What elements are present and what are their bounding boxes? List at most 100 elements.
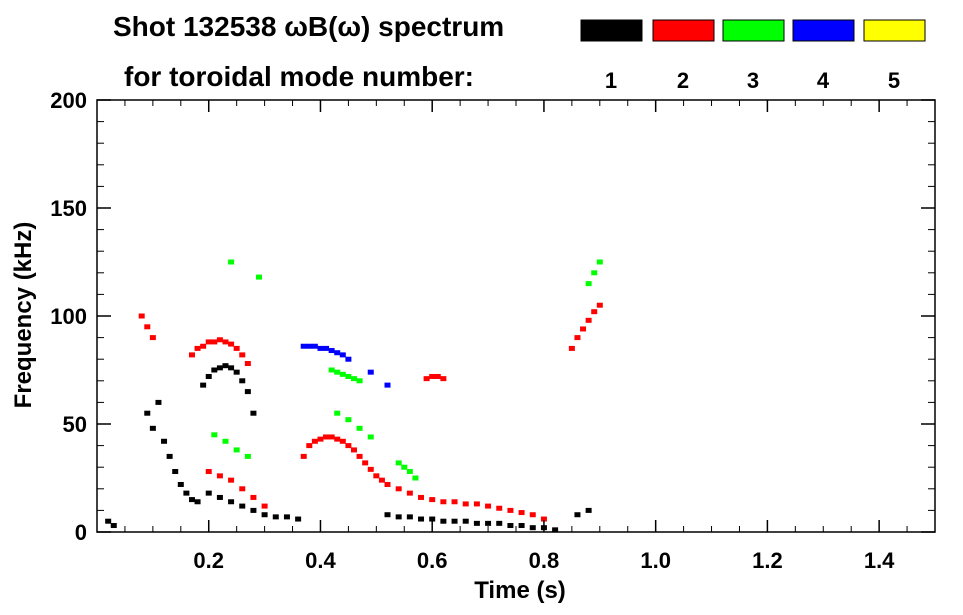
n=1-point-39 — [496, 520, 503, 526]
legend-swatch-2 — [652, 19, 715, 42]
legend-label-4: 4 — [817, 68, 830, 93]
legend-label-2: 2 — [677, 68, 689, 93]
n=1-point-13 — [216, 365, 223, 371]
n=2-point-59 — [596, 302, 603, 308]
n=2-point-23 — [317, 436, 324, 442]
n=1-point-22 — [228, 499, 235, 505]
n=1-point-4 — [166, 453, 173, 459]
n=2-point-38 — [418, 494, 425, 500]
n=1-point-21 — [216, 494, 223, 500]
n=2-point-17 — [239, 486, 246, 492]
n=1-point-3 — [161, 438, 168, 444]
n=1-point-23 — [239, 503, 246, 509]
n=2-point-56 — [580, 326, 587, 332]
n=2-point-35 — [384, 481, 391, 487]
n=3-point-11 — [345, 417, 352, 423]
n=1-point-6 — [177, 481, 184, 487]
n=1-point-17 — [239, 378, 246, 384]
n=2-point-8 — [216, 337, 223, 343]
n=1-point-29 — [384, 512, 391, 518]
n=4-point-0 — [300, 343, 307, 349]
x-tick-label: 1.2 — [752, 548, 783, 573]
y-tick-label: 200 — [50, 88, 87, 113]
n=2-point-21 — [306, 443, 313, 449]
n=1-point-44 — [552, 527, 559, 533]
plot-frame — [96, 99, 936, 533]
x-tick-label: 0.8 — [529, 548, 560, 573]
legend-swatch-1 — [580, 19, 643, 42]
n=3-point-9 — [356, 378, 363, 384]
n=2-point-39 — [429, 497, 436, 503]
n=3-point-1 — [222, 438, 229, 444]
n=1-point-26 — [272, 514, 279, 520]
n=4-point-2 — [311, 343, 318, 349]
legend: 1 2 3 4 5 — [580, 19, 926, 93]
n=3-point-2 — [233, 447, 240, 453]
n=1-point-9 — [194, 499, 201, 505]
n=2-point-47 — [518, 510, 525, 516]
n=1-point-31 — [406, 514, 413, 520]
n=2-point-45 — [496, 505, 503, 511]
n=2-point-27 — [339, 438, 346, 444]
n=2-point-41 — [451, 499, 458, 505]
n=2-point-24 — [323, 434, 330, 440]
n=3-point-19 — [591, 270, 598, 276]
n=2-point-20 — [300, 453, 307, 459]
n=3-point-12 — [356, 425, 363, 431]
n=1-point-5 — [172, 469, 179, 475]
n=4-point-8 — [345, 356, 352, 362]
n=1-point-34 — [440, 518, 447, 524]
n=2-point-30 — [356, 453, 363, 459]
legend-swatch-5 — [863, 19, 926, 42]
x-tick-label: 0.6 — [417, 548, 448, 573]
n=2-point-10 — [228, 341, 235, 347]
n=3-point-0 — [211, 432, 218, 438]
n=3-point-17 — [412, 475, 419, 481]
n=4-point-5 — [328, 348, 335, 354]
n=3-point-10 — [334, 410, 341, 416]
n=2-point-57 — [585, 317, 592, 323]
n=2-point-12 — [239, 352, 246, 358]
n=2-point-53 — [440, 376, 447, 382]
n=4-point-3 — [317, 345, 324, 351]
n=1-point-11 — [205, 373, 212, 379]
y-tick-label: 0 — [75, 520, 87, 545]
n=1-point-46 — [585, 507, 592, 513]
n=1-point-37 — [473, 520, 480, 526]
n=2-point-28 — [345, 443, 352, 449]
n=2-point-33 — [373, 473, 380, 479]
legend-label-1: 1 — [605, 68, 617, 93]
n=1-point-0 — [144, 410, 151, 416]
n=1-point-24 — [250, 507, 257, 513]
n=1-point-28 — [295, 516, 302, 522]
x-tick-label: 0.2 — [193, 548, 224, 573]
n=3-point-5 — [334, 369, 341, 375]
n=3-point-3 — [244, 453, 251, 459]
n=2-point-44 — [485, 503, 492, 509]
chart-title: Shot 132538 ωB(ω) spectrum — [113, 11, 504, 42]
n=2-point-2 — [149, 335, 156, 341]
n=3-point-6 — [339, 371, 346, 377]
n=1-point-12 — [211, 367, 218, 373]
n=1-point-45 — [574, 512, 581, 518]
n=3-point-14 — [395, 460, 402, 466]
n=3-point-15 — [401, 464, 408, 470]
n=1-point-47 — [105, 518, 112, 524]
n=1-point-1 — [149, 425, 156, 431]
n=2-point-13 — [244, 361, 251, 367]
n=1-point-19 — [250, 410, 257, 416]
n=2-point-7 — [211, 339, 218, 345]
n=4-point-7 — [339, 352, 346, 358]
n=2-point-19 — [261, 503, 268, 509]
n=3-point-16 — [406, 469, 413, 475]
axes: 0.2 0.4 0.6 0.8 1.0 1.2 1.4 0 50 100 150 200 — [50, 88, 935, 573]
n=2-point-49 — [540, 516, 547, 522]
n=2-point-37 — [406, 490, 413, 496]
n=2-point-46 — [507, 507, 514, 513]
n=1-point-35 — [451, 518, 458, 524]
n=2-point-14 — [205, 469, 212, 475]
legend-label-3: 3 — [747, 68, 759, 93]
n=1-point-41 — [518, 523, 525, 529]
n=2-point-36 — [395, 486, 402, 492]
n=1-point-18 — [244, 389, 251, 395]
